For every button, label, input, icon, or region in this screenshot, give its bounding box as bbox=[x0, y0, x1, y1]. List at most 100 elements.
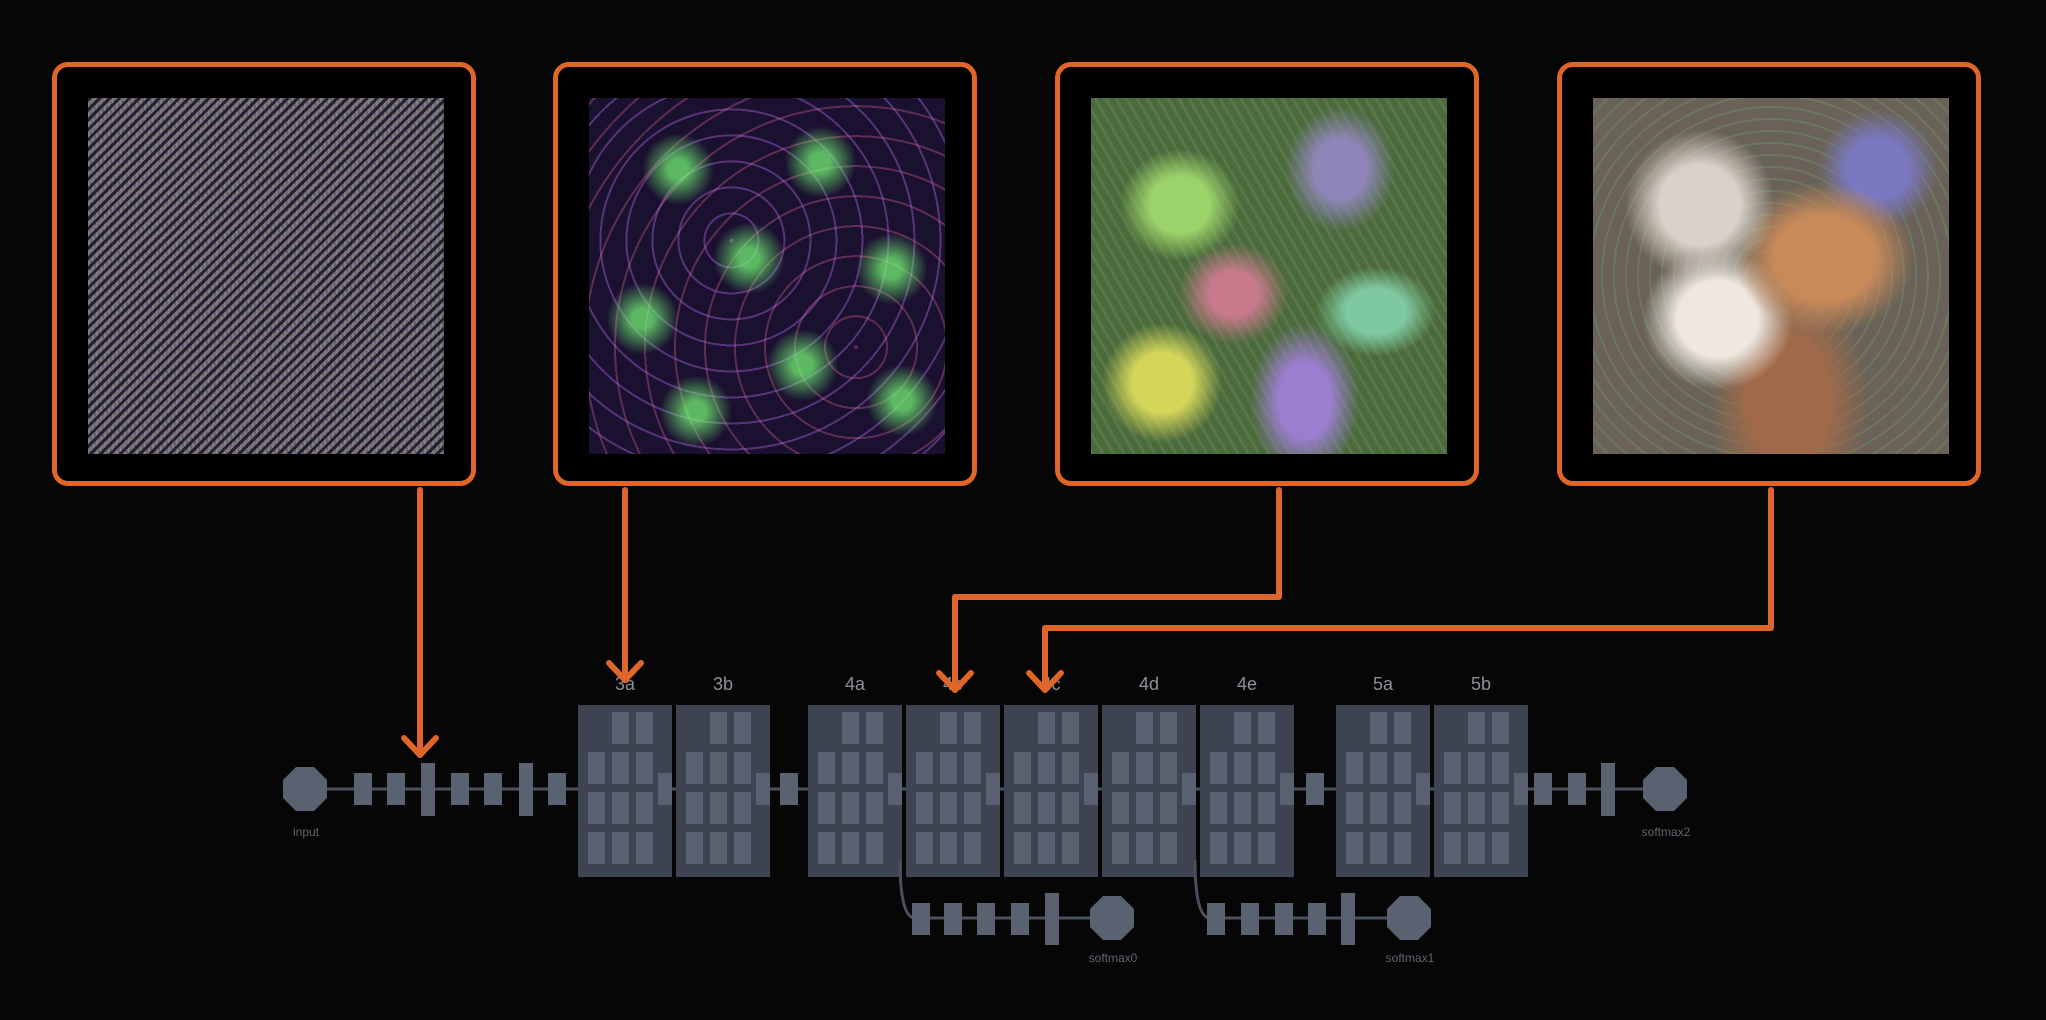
module-block bbox=[1112, 792, 1129, 824]
module-block bbox=[1468, 792, 1485, 824]
arrow-dogs-line bbox=[1042, 487, 1774, 693]
inception-module-4d: 4d bbox=[1102, 674, 1196, 877]
aux-block bbox=[977, 903, 995, 935]
input-label: input bbox=[293, 825, 320, 839]
softmax0-node bbox=[1090, 896, 1134, 940]
module-block bbox=[588, 832, 605, 864]
module-block bbox=[1394, 792, 1411, 824]
module-block bbox=[1492, 832, 1509, 864]
stem-block bbox=[451, 773, 469, 805]
aux-block bbox=[1011, 903, 1029, 935]
stem-block bbox=[519, 763, 533, 816]
module-block bbox=[866, 792, 883, 824]
module-block bbox=[1258, 752, 1275, 784]
module-block bbox=[588, 792, 605, 824]
softmax2-node bbox=[1643, 767, 1687, 811]
connector-block bbox=[1306, 773, 1324, 805]
module-concat-block bbox=[1182, 773, 1196, 805]
module-block bbox=[964, 792, 981, 824]
arrow-dogs-head bbox=[1026, 670, 1064, 693]
module-block bbox=[1112, 832, 1129, 864]
module-block bbox=[636, 832, 653, 864]
module-block bbox=[636, 752, 653, 784]
module-block bbox=[612, 712, 629, 744]
module-block bbox=[818, 832, 835, 864]
module-block bbox=[1234, 832, 1251, 864]
panel-noise bbox=[52, 62, 476, 486]
softmax1-node bbox=[1387, 896, 1431, 940]
module-block bbox=[1492, 792, 1509, 824]
module-concat-block bbox=[1416, 773, 1430, 805]
module-concat-block bbox=[1084, 773, 1098, 805]
module-block bbox=[842, 712, 859, 744]
module-block bbox=[1210, 792, 1227, 824]
module-block bbox=[866, 832, 883, 864]
inception-module-5b: 5b bbox=[1434, 674, 1528, 877]
input-node bbox=[283, 767, 327, 811]
output-block bbox=[1601, 763, 1615, 816]
module-block bbox=[940, 792, 957, 824]
stem-block bbox=[484, 773, 502, 805]
module-block bbox=[964, 832, 981, 864]
module-block bbox=[1370, 792, 1387, 824]
module-block bbox=[1492, 712, 1509, 744]
module-block bbox=[1234, 792, 1251, 824]
module-concat-block bbox=[756, 773, 770, 805]
module-concat-block bbox=[986, 773, 1000, 805]
module-block bbox=[1444, 792, 1461, 824]
module-concat-block bbox=[658, 773, 672, 805]
module-block bbox=[710, 712, 727, 744]
module-block bbox=[1394, 752, 1411, 784]
module-block bbox=[940, 712, 957, 744]
softmax0-label: softmax0 bbox=[1089, 951, 1138, 965]
module-block bbox=[734, 792, 751, 824]
aux-block bbox=[1045, 893, 1059, 945]
module-label-5b: 5b bbox=[1471, 674, 1491, 694]
module-block bbox=[1136, 752, 1153, 784]
module-block bbox=[1346, 832, 1363, 864]
module-block bbox=[636, 792, 653, 824]
module-block bbox=[1160, 832, 1177, 864]
module-block bbox=[1258, 792, 1275, 824]
inception-module-3a: 3a bbox=[578, 674, 672, 877]
module-block bbox=[710, 792, 727, 824]
aux-branch-1-blocks bbox=[1207, 893, 1355, 945]
arrow-neuron-head bbox=[606, 660, 644, 683]
module-block bbox=[1234, 752, 1251, 784]
feature-visualization-neuron-web bbox=[589, 98, 945, 454]
module-block bbox=[916, 752, 933, 784]
module-block bbox=[1160, 792, 1177, 824]
module-block bbox=[612, 792, 629, 824]
module-block bbox=[686, 792, 703, 824]
module-block bbox=[1346, 792, 1363, 824]
module-block bbox=[866, 752, 883, 784]
output-block bbox=[1568, 773, 1586, 805]
aux-block bbox=[1207, 903, 1225, 935]
module-label-3b: 3b bbox=[713, 674, 733, 694]
module-block bbox=[1444, 832, 1461, 864]
module-block bbox=[1136, 712, 1153, 744]
arrow-rope-line bbox=[952, 487, 1282, 693]
inception-module-4e: 4e bbox=[1200, 674, 1294, 877]
stem-block bbox=[548, 773, 566, 805]
module-block bbox=[916, 832, 933, 864]
module-block bbox=[710, 832, 727, 864]
module-block bbox=[1038, 832, 1055, 864]
module-block bbox=[866, 712, 883, 744]
module-block bbox=[1062, 752, 1079, 784]
module-block bbox=[842, 832, 859, 864]
module-block bbox=[612, 832, 629, 864]
module-block bbox=[1014, 792, 1031, 824]
module-block bbox=[1468, 832, 1485, 864]
module-block bbox=[940, 752, 957, 784]
module-block bbox=[1234, 712, 1251, 744]
module-block bbox=[964, 712, 981, 744]
module-block bbox=[1394, 712, 1411, 744]
module-block bbox=[1160, 752, 1177, 784]
module-block bbox=[588, 752, 605, 784]
aux-block bbox=[1308, 903, 1326, 935]
feature-visualization-rope-texture bbox=[1091, 98, 1447, 454]
module-block bbox=[964, 752, 981, 784]
module-block bbox=[1492, 752, 1509, 784]
